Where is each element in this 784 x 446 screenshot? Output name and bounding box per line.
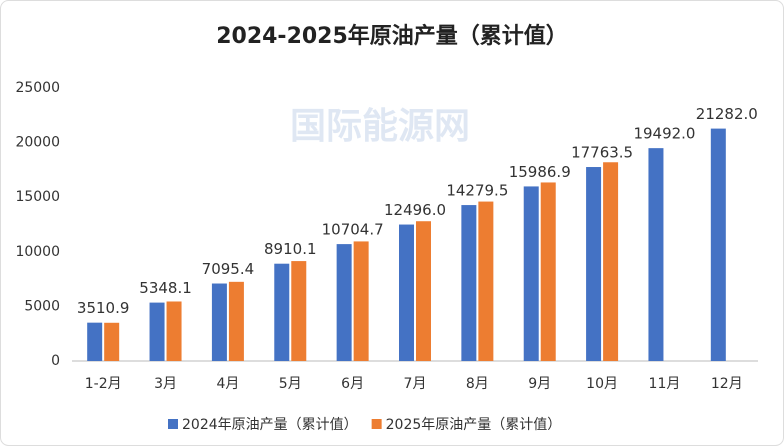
bar	[228, 281, 244, 361]
bar	[710, 128, 726, 361]
bar	[166, 301, 182, 361]
y-tick-label: 15000	[15, 189, 60, 205]
bar	[291, 261, 307, 361]
legend-swatch	[371, 419, 382, 429]
x-tick-label: 11月	[649, 376, 681, 392]
x-tick-label: 7月	[404, 376, 427, 392]
bar	[478, 201, 494, 361]
x-tick-label: 6月	[341, 376, 364, 392]
value-label: 14279.5	[446, 182, 508, 200]
x-tick-label: 3月	[154, 376, 177, 392]
y-tick-label: 10000	[15, 244, 60, 260]
x-tick-label: 10月	[586, 376, 618, 392]
y-tick-label: 0	[51, 353, 60, 369]
x-tick-label: 1-2月	[85, 376, 122, 392]
legend-swatch	[168, 419, 178, 429]
legend-label: 2025年原油产量（累计值）	[386, 417, 562, 433]
value-label: 3510.9	[77, 299, 130, 317]
bar	[523, 186, 539, 361]
value-label: 12496.0	[384, 201, 446, 219]
value-label: 15986.9	[509, 163, 571, 181]
x-tick-label: 4月	[216, 376, 239, 392]
value-label: 8910.1	[264, 240, 317, 258]
x-tick-label: 9月	[528, 376, 551, 392]
x-tick-label: 5月	[279, 376, 302, 392]
value-label: 5348.1	[139, 279, 192, 297]
bar	[104, 322, 120, 361]
bar	[603, 162, 619, 361]
value-label: 19492.0	[633, 125, 695, 143]
bar	[149, 302, 165, 361]
value-label: 7095.4	[202, 260, 255, 278]
bar	[399, 224, 414, 361]
x-tick-label: 8月	[466, 376, 489, 392]
bar	[540, 182, 556, 361]
x-tick-label: 12月	[711, 376, 743, 392]
bar	[336, 244, 352, 361]
value-label: 17763.5	[571, 144, 633, 162]
bar	[274, 263, 290, 361]
bar	[353, 241, 369, 361]
bar	[211, 283, 227, 361]
value-label: 10704.7	[322, 221, 384, 239]
bar	[648, 148, 664, 361]
chart-title: 2024-2025年原油产量（累计值）	[216, 23, 568, 49]
bar	[586, 167, 602, 361]
bar	[461, 205, 477, 361]
value-label: 21282.0	[696, 105, 758, 123]
watermark: 国际能源网	[290, 106, 470, 147]
y-tick-label: 25000	[15, 80, 60, 96]
y-tick-label: 5000	[24, 298, 60, 314]
bar	[87, 322, 103, 361]
legend-label: 2024年原油产量（累计值）	[182, 417, 358, 433]
bar	[416, 221, 431, 361]
y-tick-label: 20000	[15, 135, 60, 151]
